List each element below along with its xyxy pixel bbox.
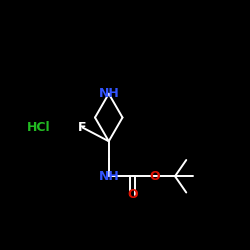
Text: HCl: HCl [27,121,50,134]
Text: O: O [150,170,160,183]
Text: O: O [127,188,138,202]
Text: F: F [78,121,87,134]
Text: NH: NH [98,87,119,100]
Text: NH: NH [98,170,119,183]
